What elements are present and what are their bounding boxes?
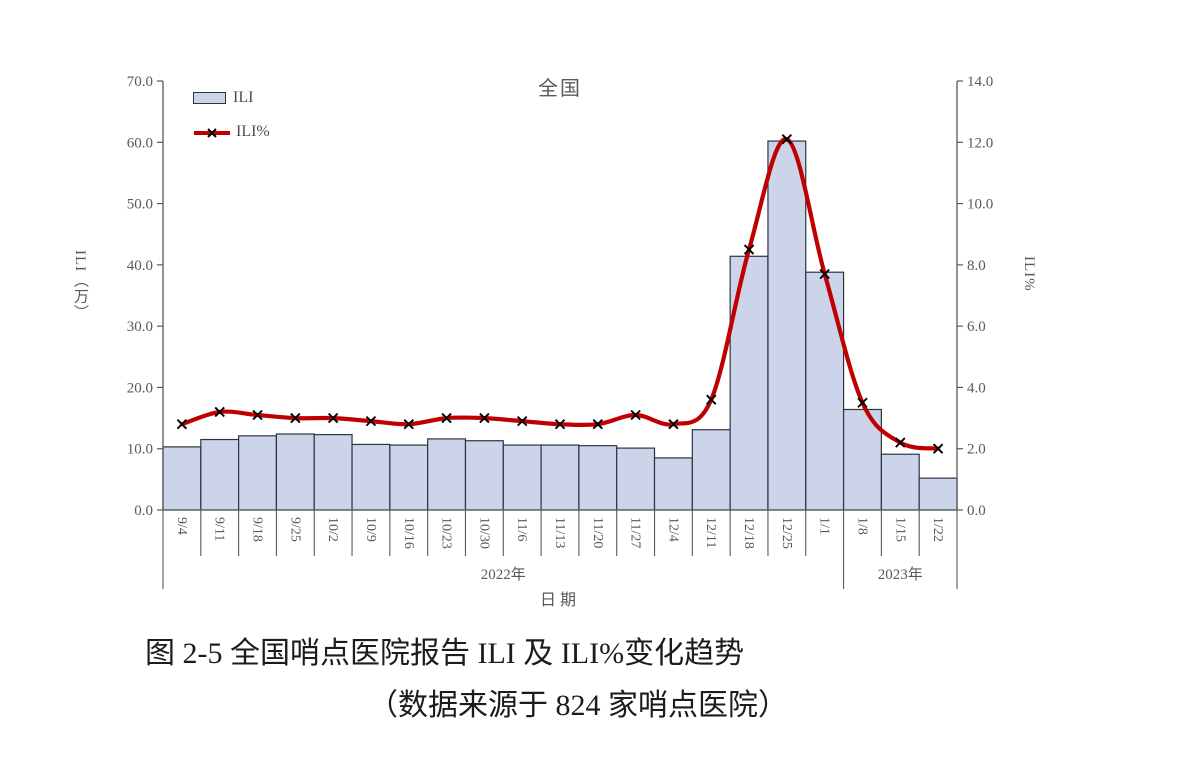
right-axis-title: ILI% [1021, 256, 1037, 292]
right-tick-label: 12.0 [967, 135, 993, 151]
legend-line-swatch [193, 126, 231, 138]
left-tick-label: 10.0 [127, 442, 153, 458]
ili-pct-marker [403, 419, 414, 430]
ili-bar [540, 444, 580, 511]
ili-bar [313, 434, 353, 511]
x-tick-label: 10/16 [401, 517, 416, 549]
ili-bar [275, 433, 315, 511]
right-tick-label: 14.0 [967, 74, 993, 90]
x-tick-label: 10/9 [363, 517, 378, 542]
ili-pct-marker [630, 409, 641, 421]
x-axis-title: 日期 [539, 592, 580, 609]
ili-pct-marker [214, 406, 225, 418]
ili-pct-marker [592, 419, 603, 430]
ili-bar [578, 445, 618, 511]
x-tick-label: 9/18 [250, 517, 265, 542]
ili-bar [427, 438, 467, 511]
ili-pct-marker [290, 412, 301, 424]
right-tick-label: 2.0 [967, 442, 986, 458]
ili-bar [653, 457, 693, 511]
ili-bar [729, 255, 769, 511]
legend: ILI ILI% [193, 88, 270, 156]
left-tick-label: 70.0 [127, 74, 153, 90]
right-tick-label: 0.0 [967, 503, 986, 519]
ili-pct-marker [706, 394, 717, 405]
x-tick-label: 12/4 [665, 517, 680, 542]
ili-pct-marker [327, 412, 339, 424]
ili-pct-marker [365, 415, 377, 427]
ili-bar [691, 429, 731, 511]
right-tick-label: 6.0 [967, 319, 986, 335]
x-tick-label: 11/6 [514, 517, 529, 541]
legend-line-icon [194, 128, 230, 138]
ili-pct-marker [932, 443, 944, 454]
x-tick-label: 1/15 [892, 517, 907, 542]
right-tick-label: 4.0 [967, 380, 986, 396]
ili-pct-marker [252, 409, 263, 421]
ili-bar [464, 440, 504, 511]
left-tick-label: 60.0 [127, 135, 153, 151]
year-group-label: 2023年 [878, 566, 923, 583]
right-tick-label: 8.0 [967, 258, 986, 274]
caption-line-2: （数据来源于 824 家哨点医院） [368, 689, 788, 722]
x-tick-label: 10/2 [325, 517, 340, 542]
chart-plot: 0.0 10.0 20.0 30.0 40.0 50.0 60.0 70.0 0.0 2.0 4.0… [127, 74, 993, 589]
left-tick-label: 0.0 [134, 503, 153, 519]
ili-pct-marker [517, 415, 528, 427]
ili-pct-marker [441, 412, 452, 424]
x-tick-label: 1/8 [854, 517, 869, 535]
ili-bar [238, 435, 278, 511]
left-axis-title: ILI（万） [72, 250, 88, 321]
x-tick-label: 12/25 [779, 517, 794, 549]
ili-bar [351, 443, 391, 511]
legend-item-ili: ILI [193, 88, 270, 108]
ili-pct-marker [781, 134, 793, 145]
x-tick-label: 11/20 [590, 517, 605, 548]
x-tick-label: 12/11 [703, 517, 718, 548]
legend-bar-swatch [193, 92, 226, 104]
right-tick-label: 10.0 [967, 197, 993, 213]
ili-bar [805, 271, 845, 511]
x-tick-label: 11/13 [552, 517, 567, 548]
ili-pct-marker [554, 419, 566, 430]
x-tick-label: 9/11 [212, 517, 227, 541]
ili-pct-marker [743, 244, 755, 255]
chart-title: 全国 [538, 78, 582, 100]
caption-line-1: 图 2-5 全国哨点医院报告 ILI 及 ILI%变化趋势 [145, 637, 745, 670]
ili-pct-marker [895, 437, 906, 448]
left-tick-label: 30.0 [127, 319, 153, 335]
ili-bar [767, 140, 807, 511]
x-tick-label: 9/25 [287, 517, 302, 542]
x-tick-label: 11/27 [628, 517, 643, 548]
ili-pct-marker [668, 419, 679, 430]
left-tick-label: 20.0 [127, 380, 153, 396]
ili-bar [616, 447, 656, 511]
ili-bar [162, 446, 202, 511]
ili-bar [880, 453, 920, 511]
ili-pct-marker [819, 268, 830, 280]
ili-pct-marker [857, 397, 868, 408]
legend-item-ili-pct: ILI% [193, 122, 270, 142]
x-tick-label: 12/18 [741, 517, 756, 549]
x-tick-label: 10/30 [476, 517, 491, 549]
ili-bar [389, 444, 429, 511]
ili-pct-marker [479, 412, 490, 424]
x-tick-label: 10/23 [439, 517, 454, 549]
year-group-label: 2022年 [481, 566, 526, 583]
ili-pct-marker [176, 419, 188, 430]
ili-bar [918, 477, 958, 511]
ili-bar [200, 438, 240, 511]
ili-bar [502, 444, 542, 511]
x-tick-label: 1/1 [817, 517, 832, 535]
x-tick-label: 9/4 [174, 517, 189, 535]
left-tick-label: 50.0 [127, 197, 153, 213]
legend-label-ili-pct: ILI% [236, 123, 270, 140]
figure-caption: 图 2-5 全国哨点医院报告 ILI 及 ILI%变化趋势 （数据来源于 824… [0, 630, 1186, 730]
legend-label-ili: ILI [233, 89, 254, 106]
x-tick-label: 1/22 [930, 517, 945, 542]
left-tick-label: 40.0 [127, 258, 153, 274]
